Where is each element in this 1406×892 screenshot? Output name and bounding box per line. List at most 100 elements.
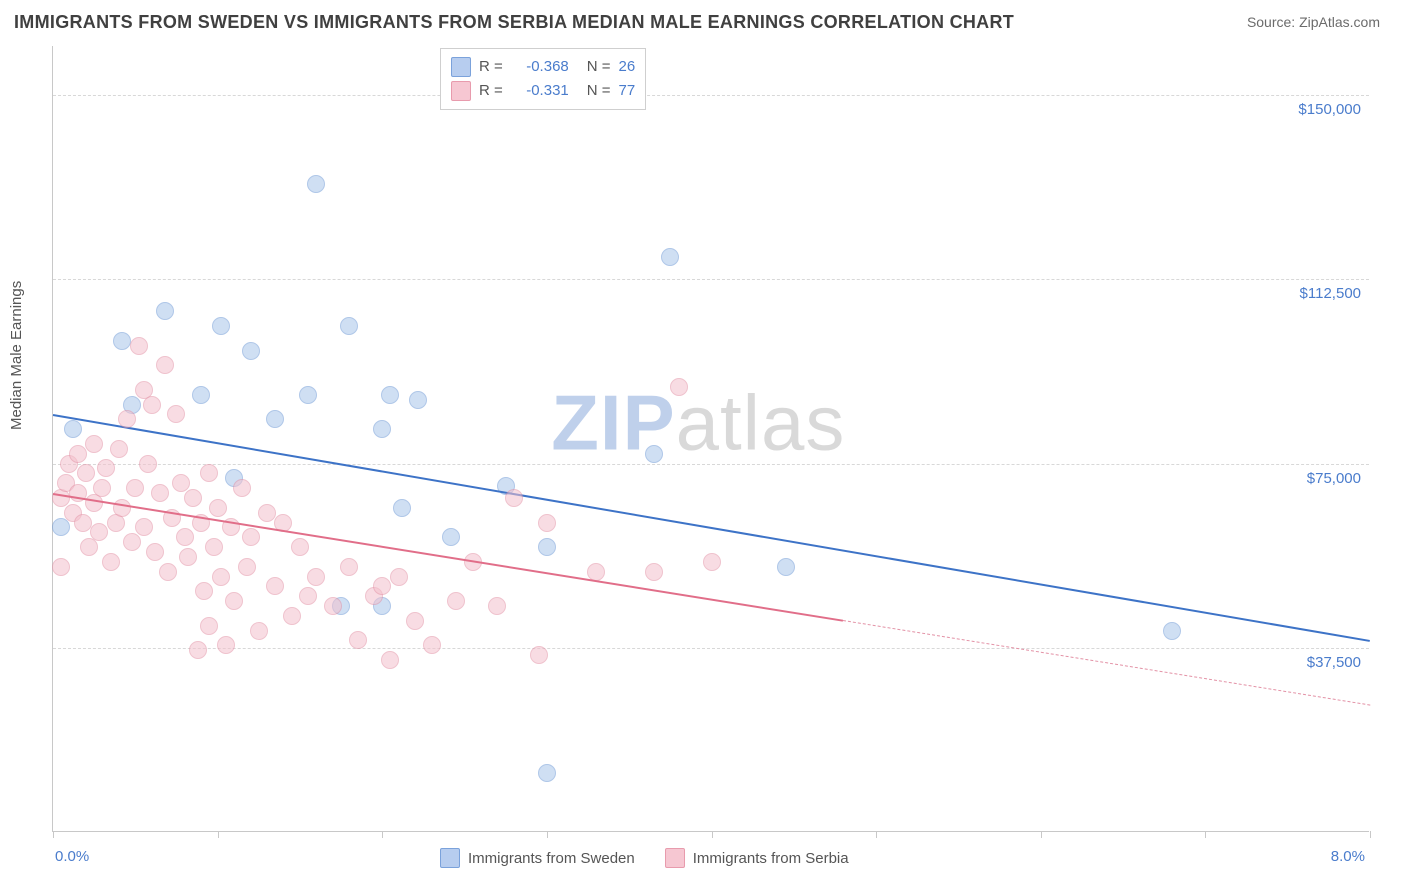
scatter-point-serbia — [156, 356, 174, 374]
x-tick-label: 8.0% — [1331, 848, 1365, 865]
scatter-point-serbia — [205, 538, 223, 556]
scatter-point-serbia — [135, 518, 153, 536]
chart-title: IMMIGRANTS FROM SWEDEN VS IMMIGRANTS FRO… — [14, 12, 1014, 33]
gridline-horizontal — [53, 648, 1369, 649]
scatter-point-serbia — [307, 568, 325, 586]
scatter-point-serbia — [381, 651, 399, 669]
scatter-point-serbia — [93, 479, 111, 497]
scatter-point-serbia — [85, 435, 103, 453]
scatter-point-sweden — [340, 317, 358, 335]
scatter-point-serbia — [74, 514, 92, 532]
legend-row-sweden: R =-0.368N =26 — [451, 55, 635, 79]
series-legend: Immigrants from SwedenImmigrants from Se… — [440, 848, 849, 868]
x-tick — [712, 831, 713, 838]
scatter-point-serbia — [189, 641, 207, 659]
source-attribution: Source: ZipAtlas.com — [1247, 14, 1380, 30]
legend-r-label: R = — [479, 55, 503, 79]
scatter-point-serbia — [291, 538, 309, 556]
x-tick — [876, 831, 877, 838]
scatter-point-serbia — [505, 489, 523, 507]
scatter-point-serbia — [390, 568, 408, 586]
y-axis-title: Median Male Earnings — [8, 281, 25, 430]
legend-r-label: R = — [479, 79, 503, 103]
scatter-point-serbia — [139, 455, 157, 473]
scatter-point-serbia — [447, 592, 465, 610]
x-tick-label: 0.0% — [55, 848, 89, 865]
scatter-point-serbia — [143, 396, 161, 414]
x-tick — [1205, 831, 1206, 838]
scatter-point-serbia — [200, 617, 218, 635]
scatter-point-sweden — [538, 764, 556, 782]
scatter-point-serbia — [250, 622, 268, 640]
series-legend-item-sweden: Immigrants from Sweden — [440, 848, 635, 868]
scatter-plot-area: ZIPatlas $37,500$75,000$112,500$150,0000… — [52, 46, 1369, 832]
scatter-point-sweden — [212, 317, 230, 335]
legend-n-label: N = — [587, 55, 611, 79]
y-tick-label: $150,000 — [1298, 101, 1361, 118]
scatter-point-sweden — [266, 410, 284, 428]
scatter-point-sweden — [52, 518, 70, 536]
scatter-point-serbia — [179, 548, 197, 566]
scatter-point-serbia — [299, 587, 317, 605]
scatter-point-serbia — [159, 563, 177, 581]
scatter-point-sweden — [409, 391, 427, 409]
x-tick — [53, 831, 54, 838]
scatter-point-sweden — [192, 386, 210, 404]
watermark: ZIPatlas — [551, 378, 845, 469]
scatter-point-serbia — [238, 558, 256, 576]
scatter-point-serbia — [645, 563, 663, 581]
scatter-point-serbia — [151, 484, 169, 502]
scatter-point-serbia — [126, 479, 144, 497]
scatter-point-sweden — [645, 445, 663, 463]
scatter-point-serbia — [113, 499, 131, 517]
legend-n-value: 26 — [619, 55, 636, 79]
scatter-point-serbia — [212, 568, 230, 586]
scatter-point-serbia — [118, 410, 136, 428]
scatter-point-serbia — [225, 592, 243, 610]
scatter-point-sweden — [393, 499, 411, 517]
scatter-point-serbia — [102, 553, 120, 571]
scatter-point-sweden — [64, 420, 82, 438]
scatter-point-serbia — [97, 459, 115, 477]
x-tick — [547, 831, 548, 838]
scatter-point-serbia — [146, 543, 164, 561]
scatter-point-serbia — [340, 558, 358, 576]
gridline-horizontal — [53, 464, 1369, 465]
scatter-point-sweden — [1163, 622, 1181, 640]
scatter-point-serbia — [233, 479, 251, 497]
scatter-point-serbia — [349, 631, 367, 649]
scatter-point-serbia — [77, 464, 95, 482]
series-legend-label: Immigrants from Sweden — [468, 850, 635, 867]
scatter-point-serbia — [258, 504, 276, 522]
scatter-point-serbia — [373, 577, 391, 595]
legend-row-serbia: R =-0.331N =77 — [451, 79, 635, 103]
x-tick — [382, 831, 383, 838]
scatter-point-serbia — [587, 563, 605, 581]
scatter-point-sweden — [242, 342, 260, 360]
scatter-point-sweden — [661, 248, 679, 266]
legend-swatch-sweden — [451, 57, 471, 77]
scatter-point-sweden — [538, 538, 556, 556]
legend-r-value: -0.331 — [511, 79, 569, 103]
y-tick-label: $112,500 — [1300, 285, 1361, 302]
correlation-legend: R =-0.368N =26R =-0.331N =77 — [440, 48, 646, 110]
legend-swatch-serbia — [665, 848, 685, 868]
legend-n-label: N = — [587, 79, 611, 103]
legend-swatch-serbia — [451, 81, 471, 101]
trend-line-dashed-serbia — [843, 620, 1370, 705]
scatter-point-serbia — [703, 553, 721, 571]
scatter-point-serbia — [184, 489, 202, 507]
scatter-point-sweden — [299, 386, 317, 404]
scatter-point-serbia — [209, 499, 227, 517]
scatter-point-serbia — [217, 636, 235, 654]
scatter-point-sweden — [381, 386, 399, 404]
scatter-point-sweden — [307, 175, 325, 193]
scatter-point-serbia — [130, 337, 148, 355]
scatter-point-serbia — [52, 558, 70, 576]
gridline-horizontal — [53, 95, 1369, 96]
scatter-point-serbia — [176, 528, 194, 546]
scatter-point-serbia — [242, 528, 260, 546]
scatter-point-serbia — [538, 514, 556, 532]
scatter-point-serbia — [200, 464, 218, 482]
x-tick — [1370, 831, 1371, 838]
